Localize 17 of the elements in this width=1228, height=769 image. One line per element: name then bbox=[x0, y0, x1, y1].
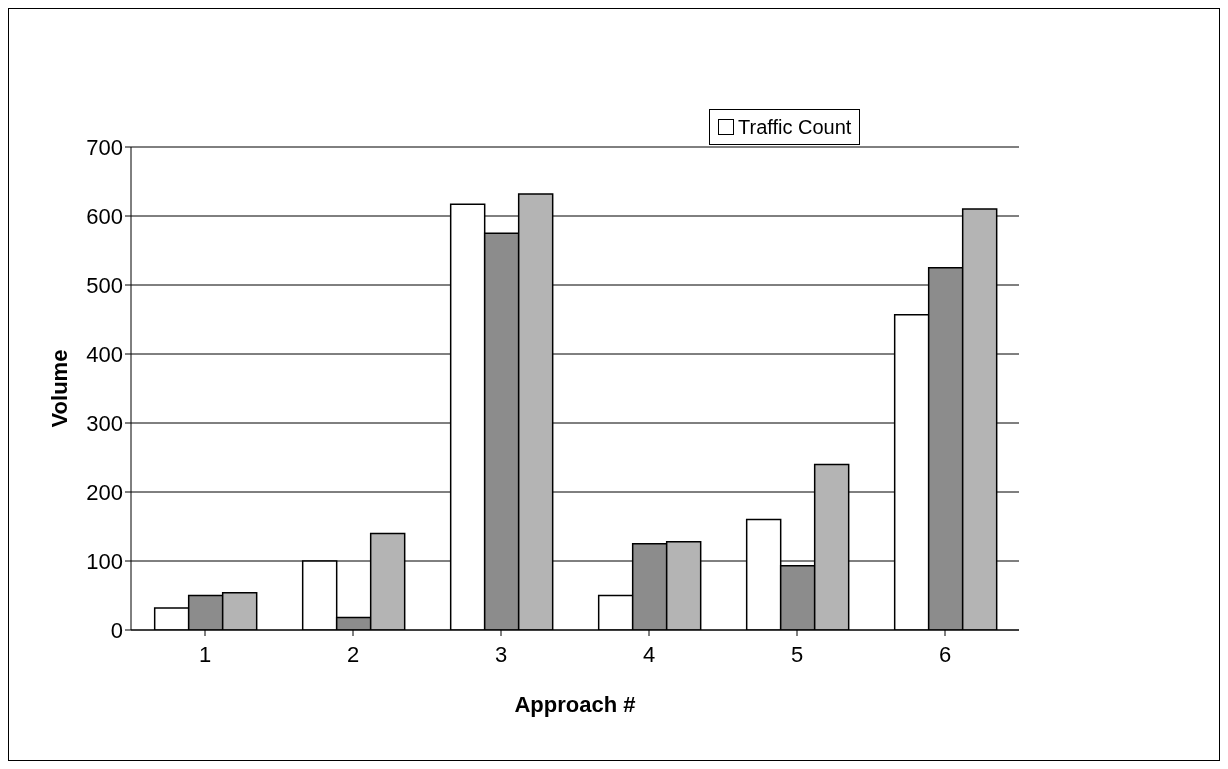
y-tick-label: 100 bbox=[86, 548, 123, 574]
y-tick-label: 200 bbox=[86, 479, 123, 505]
x-axis-title: Approach # bbox=[514, 692, 636, 717]
y-axis-title: Volume bbox=[46, 349, 72, 428]
x-tick-label: 4 bbox=[642, 641, 656, 667]
y-tick-label: 600 bbox=[86, 203, 123, 229]
y-tick-label: 700 bbox=[86, 134, 123, 160]
legend-label: Traffic Count bbox=[738, 115, 852, 140]
x-tick-label: 1 bbox=[198, 641, 212, 667]
y-tick-label: 300 bbox=[86, 410, 123, 436]
y-tick-label: 0 bbox=[110, 617, 123, 643]
x-tick-label: 5 bbox=[790, 641, 804, 667]
y-tick-label: 400 bbox=[86, 341, 123, 367]
x-tick-label: 3 bbox=[494, 641, 508, 667]
x-tick-label: 6 bbox=[938, 641, 952, 667]
y-tick-label: 500 bbox=[86, 272, 123, 298]
x-tick-label: 2 bbox=[346, 641, 360, 667]
